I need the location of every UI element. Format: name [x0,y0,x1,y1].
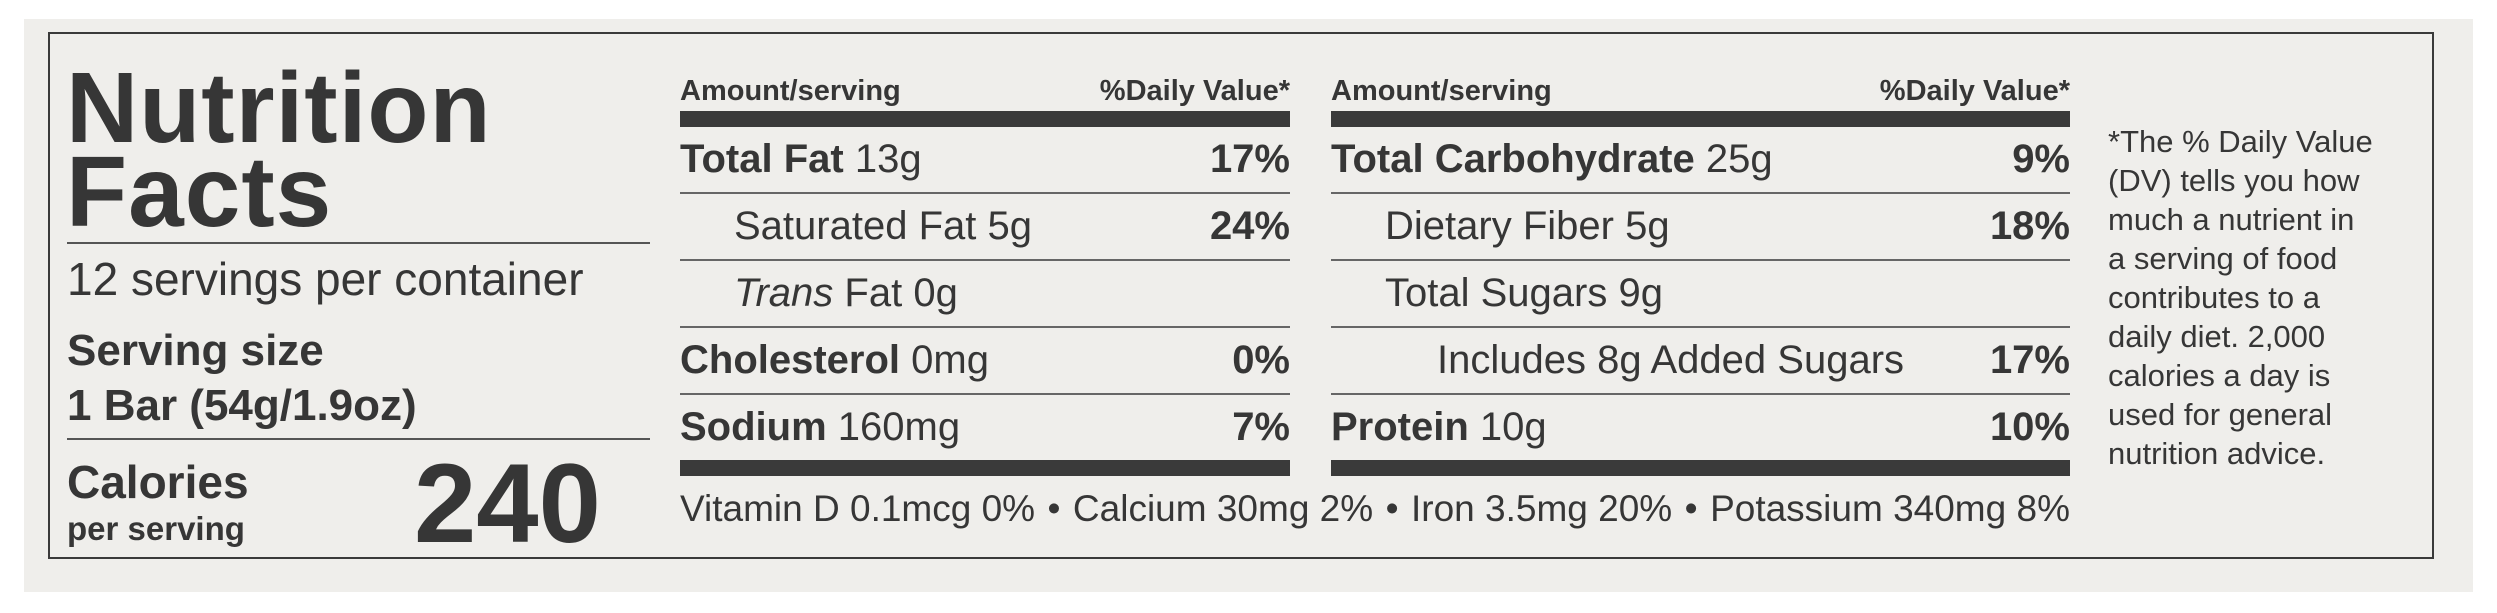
nutrient-name: Sodium [680,405,827,449]
bullet-separator: • [1684,488,1698,529]
iron: Iron 3.5mg 20% [1411,488,1673,529]
daily-value-header: %Daily Value* [1879,75,2070,107]
footnote-line: nutrition advice. [2108,436,2326,471]
amount-per-serving-header: Amount/serving [680,75,901,107]
calories-value: 240 [414,441,601,566]
nutrient-name: Fat [844,271,903,315]
footnote-line: much a nutrient in [2108,202,2355,237]
thick-rule [680,460,1290,476]
bullet-separator: • [1385,488,1399,529]
nutrient-name: Total Carbohydrate [1331,137,1695,181]
nutrient-amount: 5g [987,204,1033,248]
divider [67,242,650,244]
nutrient-dv: 0% [1232,338,1290,382]
nutrient-dv: 17% [1209,137,1290,181]
nutrient-amount: 9g [1618,271,1663,315]
nutrient-dv: 7% [1232,405,1290,449]
servings-per-container: 12 servings per container [67,253,584,305]
bullet-separator: • [1047,488,1061,529]
nutrient-dv: 24% [1209,204,1290,248]
thick-rule [680,111,1290,127]
nutrient-amount: 160mg [837,405,961,449]
nutrient-name: Total Fat [680,137,844,181]
nutrient-dv: 18% [1989,204,2070,248]
nutrient-dv: 10% [1989,405,2070,449]
thick-rule [1331,111,2070,127]
nutrient-column-left: Amount/serving %Daily Value* Total Fat 1… [680,64,1290,476]
serving-size-label: Serving size [67,326,324,375]
footnote-line: contributes to a [2108,280,2320,315]
nutrient-amount: 25g [1705,137,1773,181]
nutrient-row-total-carbohydrate: Total Carbohydrate 25g 9% [1331,127,2070,194]
nutrient-amount: 5g [1625,204,1670,248]
footnote-line: calories a day is [2108,358,2331,393]
nutrient-column-right: Amount/serving %Daily Value* Total Carbo… [1331,64,2070,476]
footnote-line: daily diet. 2,000 [2108,319,2326,354]
footnote-line: used for general [2108,397,2333,432]
calories-sublabel: per serving [67,510,245,547]
nutrient-row-total-fat: Total Fat 13g 17% [680,127,1290,194]
thick-rule [1331,460,2070,476]
nutrient-dv: 17% [1989,338,2070,382]
nutrient-row-sodium: Sodium 160mg 7% [680,395,1290,460]
nutrient-row-saturated-fat: Saturated Fat 5g 24% [680,194,1290,261]
title-nutrition: Nutrition [66,52,492,164]
nutrient-name: Dietary Fiber [1385,204,1614,248]
nutrient-row-dietary-fiber: Dietary Fiber 5g 18% [1331,194,2070,261]
nutrition-facts-border [48,32,2434,559]
nutrient-amount: 13g [854,137,922,181]
nutrient-name: Saturated Fat [734,204,977,248]
daily-value-footnote: *The % Daily Value (DV) tells you how mu… [2108,122,2373,473]
amount-per-serving-header: Amount/serving [1331,75,1552,107]
title-facts: Facts [66,136,333,248]
nutrient-name: Includes 8g Added Sugars [1437,338,1905,382]
nutrient-row-added-sugars: Includes 8g Added Sugars 17% [1331,328,2070,395]
nutrient-name: Protein [1331,405,1469,449]
potassium: Potassium 340mg 8% [1710,488,2070,529]
nutrient-amount: 10g [1479,405,1547,449]
nutrient-row-cholesterol: Cholesterol 0mg 0% [680,328,1290,395]
vitamins-minerals-line: Vitamin D 0.1mcg 0% • Calcium 30mg 2% • … [680,488,2070,530]
calcium: Calcium 30mg 2% [1072,488,1374,529]
nutrient-amount: 0mg [911,338,989,382]
footnote-line: (DV) tells you how [2108,163,2360,198]
footnote-line: *The % Daily Value [2108,124,2373,159]
vitamin-d: Vitamin D 0.1mcg 0% [680,488,1036,529]
nutrient-row-protein: Protein 10g 10% [1331,395,2070,460]
nutrient-row-total-sugars: Total Sugars 9g [1331,261,2070,328]
nutrient-amount: 0g [913,271,958,315]
calories-label: Calories [67,456,249,508]
daily-value-header: %Daily Value* [1099,75,1290,107]
serving-size-value: 1 Bar (54g/1.9oz) [67,381,417,430]
nutrient-name: Total Sugars [1385,271,1608,315]
divider [67,438,650,440]
nutrient-name: Cholesterol [680,338,901,382]
nutrient-row-trans-fat: Trans Fat 0g [680,261,1290,328]
nutrient-name-italic: Trans [734,271,834,315]
footnote-line: a serving of food [2108,241,2338,276]
nutrient-dv: 9% [2012,137,2070,181]
